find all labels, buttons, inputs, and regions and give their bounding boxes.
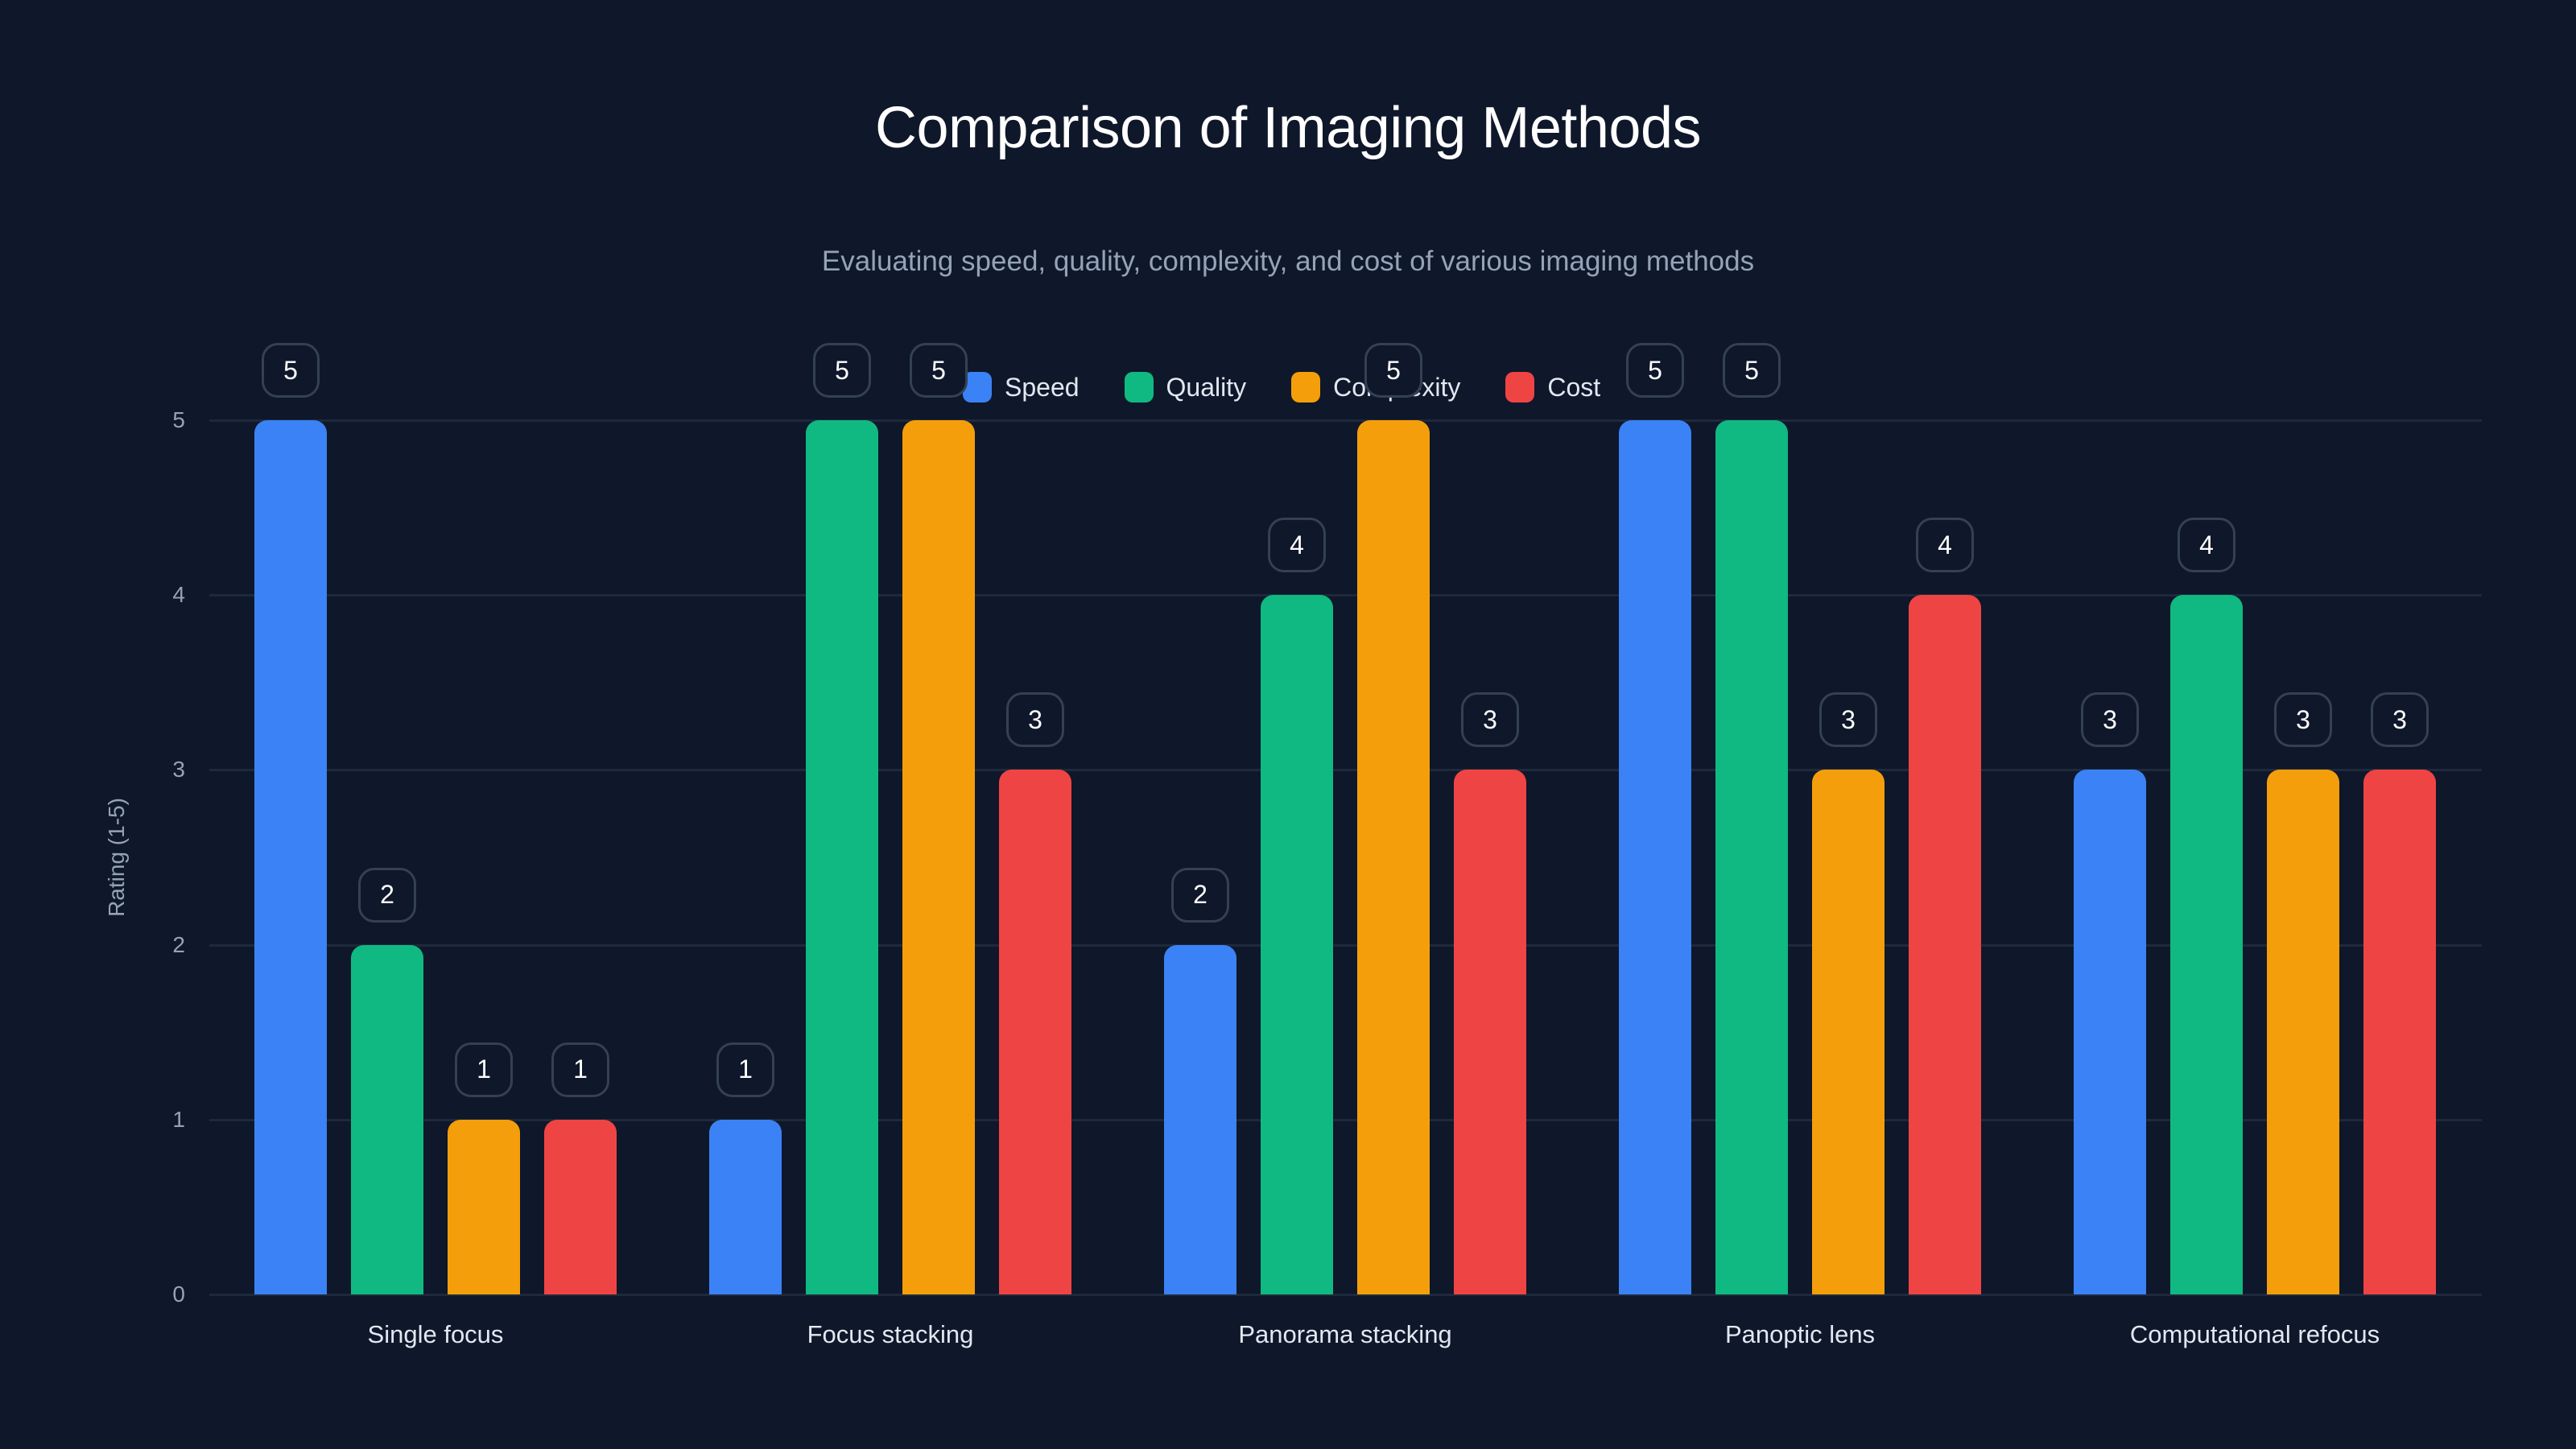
value-label: 3 bbox=[2081, 692, 2139, 748]
y-axis-label: Rating (1-5) bbox=[104, 798, 129, 917]
value-label: 3 bbox=[1819, 692, 1877, 748]
value-label: 5 bbox=[262, 343, 320, 398]
value-label: 1 bbox=[551, 1042, 609, 1097]
chart-subtitle: Evaluating speed, quality, complexity, a… bbox=[821, 246, 1755, 277]
x-tick-label: Single focus bbox=[367, 1320, 504, 1348]
bar-quality[interactable] bbox=[1715, 420, 1788, 1294]
value-label: 3 bbox=[2274, 692, 2332, 748]
bar-quality[interactable] bbox=[1261, 595, 1333, 1294]
bar-quality[interactable] bbox=[2170, 595, 2243, 1294]
value-label: 3 bbox=[2371, 692, 2429, 748]
legend-swatch-complexity-icon bbox=[1291, 372, 1321, 402]
value-label: 2 bbox=[1171, 867, 1229, 923]
legend-label: Speed bbox=[1005, 372, 1080, 402]
bar-complexity[interactable] bbox=[1812, 770, 1885, 1294]
bar-cost[interactable] bbox=[999, 770, 1071, 1294]
legend-swatch-speed-icon bbox=[963, 372, 992, 402]
gridline bbox=[209, 419, 2482, 422]
x-tick-label: Panoptic lens bbox=[1724, 1320, 1876, 1348]
gridline bbox=[209, 594, 2482, 597]
y-tick-label: 0 bbox=[172, 1282, 185, 1307]
bar-speed[interactable] bbox=[2074, 770, 2146, 1294]
bar-complexity[interactable] bbox=[448, 1119, 520, 1294]
legend-item-cost[interactable]: Cost bbox=[1505, 372, 1600, 402]
y-tick-label: 1 bbox=[172, 1106, 185, 1132]
y-tick-label: 4 bbox=[172, 582, 185, 608]
x-tick-label: Panorama stacking bbox=[1238, 1320, 1452, 1348]
bar-complexity[interactable] bbox=[1357, 420, 1430, 1294]
value-label: 4 bbox=[2178, 518, 2235, 573]
bar-speed[interactable] bbox=[709, 1119, 782, 1294]
value-label: 4 bbox=[1268, 518, 1326, 573]
value-label: 1 bbox=[716, 1042, 774, 1097]
legend-item-speed[interactable]: Speed bbox=[963, 372, 1080, 402]
gridline bbox=[209, 769, 2482, 772]
gridline bbox=[209, 943, 2482, 947]
x-tick-label: Focus stacking bbox=[807, 1320, 974, 1348]
value-label: 4 bbox=[1916, 518, 1974, 573]
value-label: 3 bbox=[1461, 692, 1519, 748]
plot-area: 0 1 2 3 4 5 5 2 1 1 Single focus 1 5 5 3 Focus stacking… bbox=[172, 0, 2482, 1449]
bar-complexity[interactable] bbox=[902, 420, 975, 1294]
bar-speed[interactable] bbox=[1619, 420, 1691, 1294]
bar-complexity[interactable] bbox=[2267, 770, 2339, 1294]
value-label: 3 bbox=[1006, 692, 1064, 748]
bar-cost[interactable] bbox=[544, 1119, 617, 1294]
legend-swatch-cost-icon bbox=[1505, 372, 1535, 402]
value-label: 5 bbox=[813, 343, 871, 398]
gridline bbox=[209, 1294, 2482, 1296]
bar-cost[interactable] bbox=[2363, 770, 2436, 1294]
bar-cost[interactable] bbox=[1454, 770, 1526, 1294]
y-tick-label: 2 bbox=[172, 931, 185, 957]
x-tick-label: Computational refocus bbox=[2129, 1320, 2380, 1348]
bar-cost[interactable] bbox=[1909, 595, 1981, 1294]
value-label: 1 bbox=[455, 1042, 513, 1097]
legend-swatch-quality-icon bbox=[1124, 372, 1154, 402]
value-label: 5 bbox=[1364, 343, 1422, 398]
bar-speed[interactable] bbox=[1164, 944, 1236, 1294]
y-tick-label: 5 bbox=[172, 407, 185, 432]
value-label: 5 bbox=[910, 343, 968, 398]
bar-speed[interactable] bbox=[254, 420, 327, 1294]
value-label: 5 bbox=[1723, 343, 1781, 398]
legend-label: Quality bbox=[1166, 372, 1247, 402]
legend-label: Cost bbox=[1547, 372, 1601, 402]
bar-quality[interactable] bbox=[806, 420, 878, 1294]
value-label: 2 bbox=[358, 867, 416, 923]
value-label: 5 bbox=[1626, 343, 1684, 398]
legend-item-quality[interactable]: Quality bbox=[1124, 372, 1247, 402]
gridline bbox=[209, 1118, 2482, 1121]
legend: Speed Quality Complexity Cost bbox=[963, 372, 1600, 402]
y-tick-label: 3 bbox=[172, 757, 185, 782]
bar-quality[interactable] bbox=[351, 944, 423, 1294]
chart-title: Comparison of Imaging Methods bbox=[874, 96, 1702, 160]
